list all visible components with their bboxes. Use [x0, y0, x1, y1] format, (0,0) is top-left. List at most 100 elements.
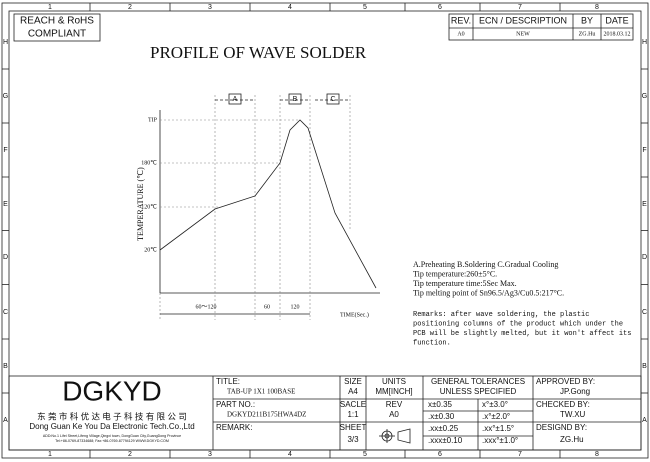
label: SHEET — [340, 423, 367, 432]
compliance: REACH & RoHS — [20, 16, 94, 27]
note: Tip temperature time:5Sec Max. — [413, 279, 517, 288]
label: REV — [386, 400, 403, 409]
value: A4 — [348, 387, 358, 396]
row-label: H — [3, 39, 8, 46]
title-block: DGKYD 东 莞 市 科 优 达 电 子 科 技 有 限 公 司 Dong G… — [8, 375, 642, 451]
label: UNITS — [382, 377, 406, 386]
label: UNLESS SPECIFIED — [440, 387, 517, 396]
row-label: G — [642, 93, 647, 100]
phase-label: A — [233, 96, 238, 103]
row-label: B — [642, 363, 647, 370]
column-label: 4 — [288, 4, 292, 11]
address: Tel:+86-0769-87334688; Fax:+86-0769-8779… — [55, 439, 169, 443]
tolerance: .x±0.30 — [428, 412, 455, 421]
column-label: 5 — [363, 451, 367, 458]
y-tick: 180℃ — [141, 160, 157, 166]
column-label: 7 — [518, 4, 522, 11]
label-bg — [228, 93, 242, 105]
row-label: H — [642, 39, 647, 46]
row-label: E — [642, 201, 647, 208]
column-label: 3 — [208, 451, 212, 458]
remark: PCB will be slightly melted, but it won'… — [413, 330, 631, 338]
compliance-box — [13, 13, 101, 42]
column-label: 8 — [595, 4, 599, 11]
phase-label: C — [330, 96, 335, 103]
row-label: D — [3, 254, 8, 261]
remark: function. — [413, 340, 451, 348]
border-grid: 1 1 2 2 3 3 4 4 5 5 6 6 7 7 8 8 H H G G F F E E D D C C B B A A — [2, 3, 648, 458]
duration: 120 — [291, 304, 300, 310]
phase-label: B — [293, 96, 298, 103]
tolerance: x°±3.0° — [482, 400, 508, 409]
row-label: F — [642, 147, 646, 154]
column-label: 6 — [438, 4, 442, 11]
column-label: 5 — [363, 4, 367, 11]
column-label: 7 — [518, 451, 522, 458]
row-label: C — [642, 309, 647, 316]
column-label: 8 — [595, 451, 599, 458]
rev-header: DATE — [605, 15, 628, 25]
value: 1:1 — [347, 410, 359, 419]
revision-table: REV. ECN / DESCRIPTION BY DATE A0 NEW ZG… — [448, 13, 634, 41]
tolerances: x±0.35 x°±3.0° .x±0.30 .x°±2.0° .xx±0.25 .xx°… — [428, 400, 518, 445]
label: APPROVED BY: — [536, 377, 595, 386]
y-label: TEMPERATURE (℃) — [136, 167, 145, 241]
value: TW.XU — [560, 410, 586, 419]
notes: A.Preheating B.Soldering C.Gradual Cooli… — [413, 260, 631, 348]
rev-header: REV. — [451, 15, 471, 25]
column-label: 6 — [438, 451, 442, 458]
label-bg — [288, 93, 302, 105]
tolerance: .xxx±0.10 — [428, 436, 463, 445]
x-label: TIME(Sec.) — [340, 311, 369, 318]
label: SACLE — [340, 400, 366, 409]
column-label: 1 — [48, 4, 52, 11]
title: PROFILE OF WAVE SOLDER — [150, 43, 367, 62]
value: DGKYD211B175HWA4DZ — [227, 411, 306, 419]
rev-cell: 2018.03.12 — [604, 31, 631, 37]
value: ZG.Hu — [560, 435, 584, 444]
rev-header: BY — [581, 15, 593, 25]
value: A0 — [389, 410, 399, 419]
tolerance: .xxx°±1.0° — [482, 436, 518, 445]
y-tick: TIP — [148, 117, 158, 123]
label: DESIGND BY: — [536, 423, 587, 432]
rev-cell: A0 — [457, 31, 464, 37]
value: TAB-UP 1X1 100BASE — [227, 388, 295, 396]
column-label: 4 — [288, 451, 292, 458]
row-label: C — [3, 309, 8, 316]
label: CHECKED BY: — [536, 400, 590, 409]
label: SIZE — [344, 377, 362, 386]
compliance: COMPLIANT — [28, 29, 86, 40]
value: JP.Gong — [560, 387, 590, 396]
rev-box — [448, 13, 634, 41]
company-cn: 东 莞 市 科 优 达 电 子 科 技 有 限 公 司 — [37, 411, 187, 421]
y-tick: 120℃ — [141, 204, 157, 210]
tolerance: x±0.35 — [428, 400, 453, 409]
row-label: F — [3, 147, 7, 154]
row-label: A — [642, 417, 647, 424]
column-label: 2 — [128, 4, 132, 11]
row-label: E — [3, 201, 8, 208]
rev-cell: NEW — [516, 31, 530, 37]
label: TITLE: — [216, 377, 240, 386]
row-label: D — [642, 254, 647, 261]
rev-header: ECN / DESCRIPTION — [479, 15, 567, 25]
y-tick: 20℃ — [144, 247, 157, 253]
projection-symbol — [379, 428, 411, 444]
note: A.Preheating B.Soldering C.Gradual Cooli… — [413, 260, 558, 269]
tolerance: .x°±2.0° — [482, 412, 510, 421]
address: ADD:No.1 Lifei Street,Lifeng Village,Qin… — [43, 434, 181, 438]
label-bg — [326, 93, 340, 105]
duration: 60 — [264, 304, 270, 310]
column-label: 1 — [48, 451, 52, 458]
remark: Remarks: after wave soldering, the plast… — [413, 311, 589, 319]
block-frame — [8, 375, 642, 451]
label: PART NO.: — [216, 400, 255, 409]
company-en: Dong Guan Ke You Da Electronic Tech.Co.,… — [29, 422, 194, 431]
note: Tip temperature:260±5°C. — [413, 269, 497, 278]
rev-cell: ZG.Hu — [579, 31, 596, 37]
duration: 60～120 — [195, 304, 216, 310]
profile-curve — [159, 119, 377, 289]
row-label: G — [3, 93, 8, 100]
